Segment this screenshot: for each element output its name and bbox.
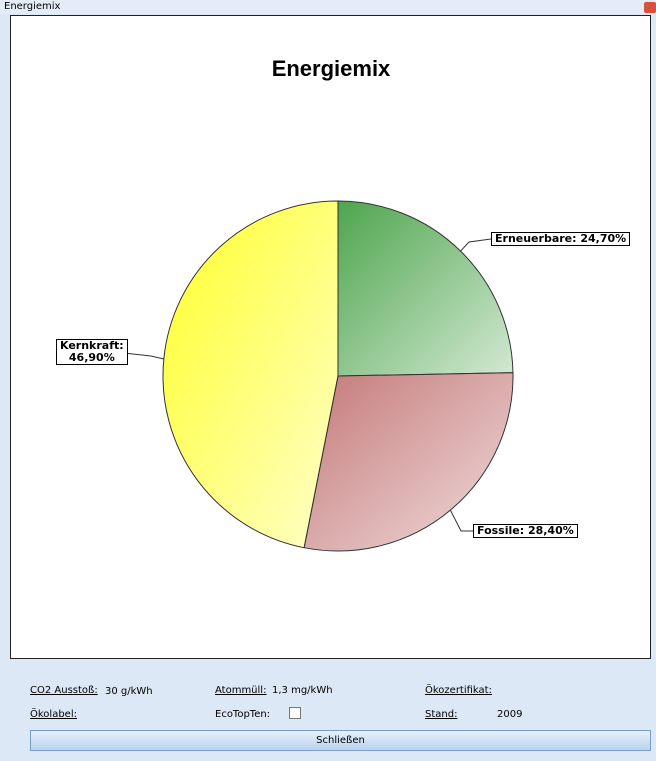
close-dialog-button[interactable]: Schließen <box>30 730 651 751</box>
field-label: Atommüll: <box>215 685 267 696</box>
title-bar: Energiemix <box>0 0 656 14</box>
window-title: Energiemix <box>4 1 61 12</box>
chart-title: Energiemix <box>272 56 391 81</box>
data-label: Erneuerbare: 24,70% <box>491 232 631 246</box>
pie-slice <box>337 200 514 377</box>
field-value: 30 g/kWh <box>105 686 153 697</box>
data-label: Fossile: 28,40% <box>473 524 578 538</box>
leader-line <box>449 509 473 532</box>
leader-line <box>460 238 492 252</box>
field-label: Ökolabel: <box>30 709 77 720</box>
close-button[interactable] <box>644 2 656 13</box>
chart-panel: Energiemix Erneuerbare: 24,70% Fossile: 2… <box>10 15 651 659</box>
chart: Energiemix <box>122 56 514 552</box>
field-label: CO2 Ausstoß: <box>30 685 98 696</box>
field-label: Ökozertifikat: <box>425 685 492 696</box>
pie-slice <box>303 372 514 552</box>
field-value: 1,3 mg/kWh <box>272 685 333 696</box>
leader-line <box>122 352 164 360</box>
field-label: Stand: <box>425 709 458 720</box>
pie-slice <box>162 200 339 549</box>
field-label: EcoTopTen: <box>215 709 271 720</box>
checkbox[interactable] <box>289 707 301 719</box>
field-value: 2009 <box>497 709 523 720</box>
data-label: Kernkraft: 46,90% <box>56 339 128 365</box>
